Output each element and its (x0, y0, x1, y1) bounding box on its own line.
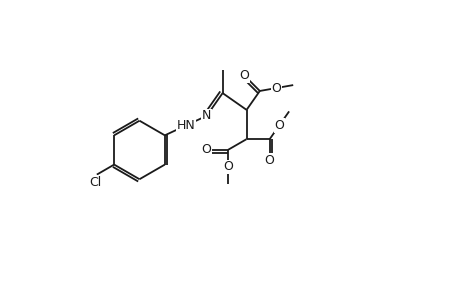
Text: O: O (274, 119, 284, 132)
Text: O: O (271, 82, 281, 94)
Text: O: O (201, 143, 211, 156)
Text: O: O (223, 160, 232, 173)
Text: Cl: Cl (89, 176, 101, 189)
Text: O: O (239, 69, 249, 82)
Text: O: O (264, 154, 274, 167)
Text: N: N (202, 109, 211, 122)
Text: HN: HN (176, 119, 195, 132)
